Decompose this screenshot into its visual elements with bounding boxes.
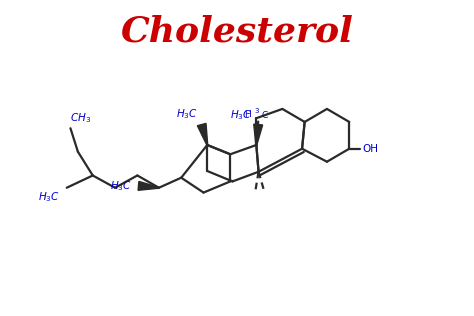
Text: $H_3C$: $H_3C$ (110, 179, 132, 193)
Polygon shape (197, 123, 208, 145)
Text: C: C (262, 111, 268, 120)
Text: OH: OH (362, 144, 378, 154)
Text: $H_3C$: $H_3C$ (230, 108, 252, 122)
Text: H: H (245, 110, 251, 118)
Text: $CH_3$: $CH_3$ (70, 111, 91, 125)
Polygon shape (138, 181, 159, 190)
Text: 3: 3 (254, 108, 259, 114)
Text: Cholesterol: Cholesterol (120, 15, 354, 49)
Text: $H_3C$: $H_3C$ (176, 108, 198, 121)
Text: $H_3C$: $H_3C$ (38, 190, 60, 204)
Polygon shape (254, 124, 263, 145)
